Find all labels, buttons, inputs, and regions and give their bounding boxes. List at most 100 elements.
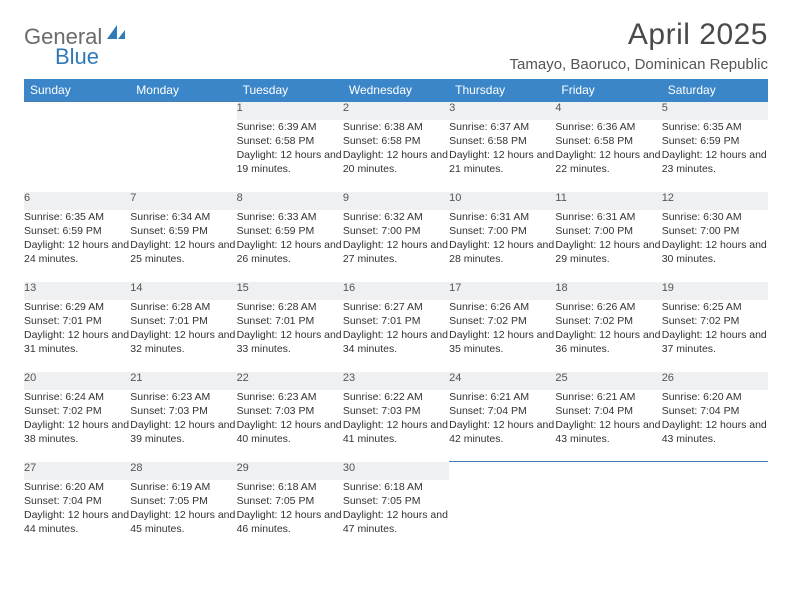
- day-number: 13: [24, 282, 36, 294]
- day-content-cell: Sunrise: 6:26 AMSunset: 7:02 PMDaylight:…: [449, 300, 555, 372]
- day-number-cell: 27: [24, 462, 130, 480]
- day-content-cell: Sunrise: 6:18 AMSunset: 7:05 PMDaylight:…: [343, 480, 449, 552]
- sunset-text: Sunset: 6:58 PM: [555, 134, 661, 148]
- day-number-cell: 12: [662, 192, 768, 210]
- daylight-text: Daylight: 12 hours and 42 minutes.: [449, 418, 555, 446]
- calendar-body: 12345Sunrise: 6:39 AMSunset: 6:58 PMDayl…: [24, 102, 768, 552]
- sunset-text: Sunset: 7:02 PM: [662, 314, 768, 328]
- day-content-row: Sunrise: 6:35 AMSunset: 6:59 PMDaylight:…: [24, 210, 768, 282]
- sunset-text: Sunset: 7:04 PM: [24, 494, 130, 508]
- day-number-cell: [555, 462, 661, 480]
- daylight-text: Daylight: 12 hours and 20 minutes.: [343, 148, 449, 176]
- day-content-row: Sunrise: 6:24 AMSunset: 7:02 PMDaylight:…: [24, 390, 768, 462]
- day-content-row: Sunrise: 6:20 AMSunset: 7:04 PMDaylight:…: [24, 480, 768, 552]
- day-content-cell: Sunrise: 6:33 AMSunset: 6:59 PMDaylight:…: [237, 210, 343, 282]
- page: General Blue April 2025 Tamayo, Baoruco,…: [0, 0, 792, 552]
- weekday-header: Saturday: [662, 79, 768, 102]
- day-number-cell: 17: [449, 282, 555, 300]
- day-number-cell: [24, 102, 130, 120]
- day-number: 6: [24, 192, 30, 204]
- sunrise-text: Sunrise: 6:28 AM: [130, 300, 236, 314]
- day-number: 20: [24, 372, 36, 384]
- day-number: 28: [130, 462, 142, 474]
- day-number-cell: 29: [237, 462, 343, 480]
- day-number-cell: 8: [237, 192, 343, 210]
- daylight-text: Daylight: 12 hours and 31 minutes.: [24, 328, 130, 356]
- weekday-header: Tuesday: [237, 79, 343, 102]
- day-content-cell: [24, 120, 130, 192]
- header-right: April 2025 Tamayo, Baoruco, Dominican Re…: [510, 18, 768, 73]
- day-content-cell: Sunrise: 6:18 AMSunset: 7:05 PMDaylight:…: [237, 480, 343, 552]
- day-content-cell: Sunrise: 6:31 AMSunset: 7:00 PMDaylight:…: [555, 210, 661, 282]
- day-number-cell: 24: [449, 372, 555, 390]
- day-number: 29: [237, 462, 249, 474]
- day-number: 12: [662, 192, 674, 204]
- sunset-text: Sunset: 7:02 PM: [449, 314, 555, 328]
- sunset-text: Sunset: 7:01 PM: [237, 314, 343, 328]
- day-number-cell: 18: [555, 282, 661, 300]
- daylight-text: Daylight: 12 hours and 27 minutes.: [343, 238, 449, 266]
- day-number-row: 13141516171819: [24, 282, 768, 300]
- day-content-cell: Sunrise: 6:29 AMSunset: 7:01 PMDaylight:…: [24, 300, 130, 372]
- day-content-cell: Sunrise: 6:20 AMSunset: 7:04 PMDaylight:…: [24, 480, 130, 552]
- day-number: 25: [555, 372, 567, 384]
- sunrise-text: Sunrise: 6:20 AM: [24, 480, 130, 494]
- sunset-text: Sunset: 7:03 PM: [130, 404, 236, 418]
- sunset-text: Sunset: 7:04 PM: [449, 404, 555, 418]
- sunset-text: Sunset: 6:58 PM: [237, 134, 343, 148]
- day-number-cell: 30: [343, 462, 449, 480]
- daylight-text: Daylight: 12 hours and 45 minutes.: [130, 508, 236, 536]
- day-number-cell: [130, 102, 236, 120]
- sunrise-text: Sunrise: 6:38 AM: [343, 120, 449, 134]
- day-number-cell: 7: [130, 192, 236, 210]
- day-content-cell: Sunrise: 6:30 AMSunset: 7:00 PMDaylight:…: [662, 210, 768, 282]
- sunrise-text: Sunrise: 6:34 AM: [130, 210, 236, 224]
- daylight-text: Daylight: 12 hours and 44 minutes.: [24, 508, 130, 536]
- day-number-cell: 6: [24, 192, 130, 210]
- sunset-text: Sunset: 7:01 PM: [343, 314, 449, 328]
- weekday-header: Monday: [130, 79, 236, 102]
- sunrise-text: Sunrise: 6:39 AM: [237, 120, 343, 134]
- logo-sail-icon: [105, 23, 127, 46]
- sunrise-text: Sunrise: 6:31 AM: [555, 210, 661, 224]
- daylight-text: Daylight: 12 hours and 33 minutes.: [237, 328, 343, 356]
- sunset-text: Sunset: 7:05 PM: [130, 494, 236, 508]
- day-number-cell: 3: [449, 102, 555, 120]
- daylight-text: Daylight: 12 hours and 35 minutes.: [449, 328, 555, 356]
- day-content-cell: Sunrise: 6:31 AMSunset: 7:00 PMDaylight:…: [449, 210, 555, 282]
- day-number-cell: 21: [130, 372, 236, 390]
- sunrise-text: Sunrise: 6:21 AM: [555, 390, 661, 404]
- calendar-table: Sunday Monday Tuesday Wednesday Thursday…: [24, 79, 768, 552]
- sunset-text: Sunset: 7:00 PM: [449, 224, 555, 238]
- day-content-row: Sunrise: 6:39 AMSunset: 6:58 PMDaylight:…: [24, 120, 768, 192]
- day-number: 30: [343, 462, 355, 474]
- sunrise-text: Sunrise: 6:37 AM: [449, 120, 555, 134]
- day-number-cell: [662, 462, 768, 480]
- day-number-cell: 14: [130, 282, 236, 300]
- day-number-cell: 19: [662, 282, 768, 300]
- day-number: 3: [449, 102, 455, 114]
- day-content-cell: Sunrise: 6:36 AMSunset: 6:58 PMDaylight:…: [555, 120, 661, 192]
- day-number-row: 2728 29 30: [24, 462, 768, 480]
- logo-text-blue: Blue: [55, 44, 99, 70]
- sunset-text: Sunset: 7:03 PM: [237, 404, 343, 418]
- daylight-text: Daylight: 12 hours and 43 minutes.: [555, 418, 661, 446]
- sunrise-text: Sunrise: 6:28 AM: [237, 300, 343, 314]
- weekday-header: Sunday: [24, 79, 130, 102]
- day-number: 5: [662, 102, 668, 114]
- weekday-header: Friday: [555, 79, 661, 102]
- logo: General Blue: [24, 18, 127, 50]
- day-number-cell: 1: [237, 102, 343, 120]
- weekday-header: Wednesday: [343, 79, 449, 102]
- day-content-cell: Sunrise: 6:34 AMSunset: 6:59 PMDaylight:…: [130, 210, 236, 282]
- daylight-text: Daylight: 12 hours and 38 minutes.: [24, 418, 130, 446]
- sunset-text: Sunset: 6:59 PM: [24, 224, 130, 238]
- day-number-cell: 15: [237, 282, 343, 300]
- day-number-row: 12345: [24, 102, 768, 120]
- day-number-cell: 4: [555, 102, 661, 120]
- day-content-cell: Sunrise: 6:28 AMSunset: 7:01 PMDaylight:…: [237, 300, 343, 372]
- sunset-text: Sunset: 7:05 PM: [237, 494, 343, 508]
- daylight-text: Daylight: 12 hours and 32 minutes.: [130, 328, 236, 356]
- sunrise-text: Sunrise: 6:24 AM: [24, 390, 130, 404]
- sunrise-text: Sunrise: 6:30 AM: [662, 210, 768, 224]
